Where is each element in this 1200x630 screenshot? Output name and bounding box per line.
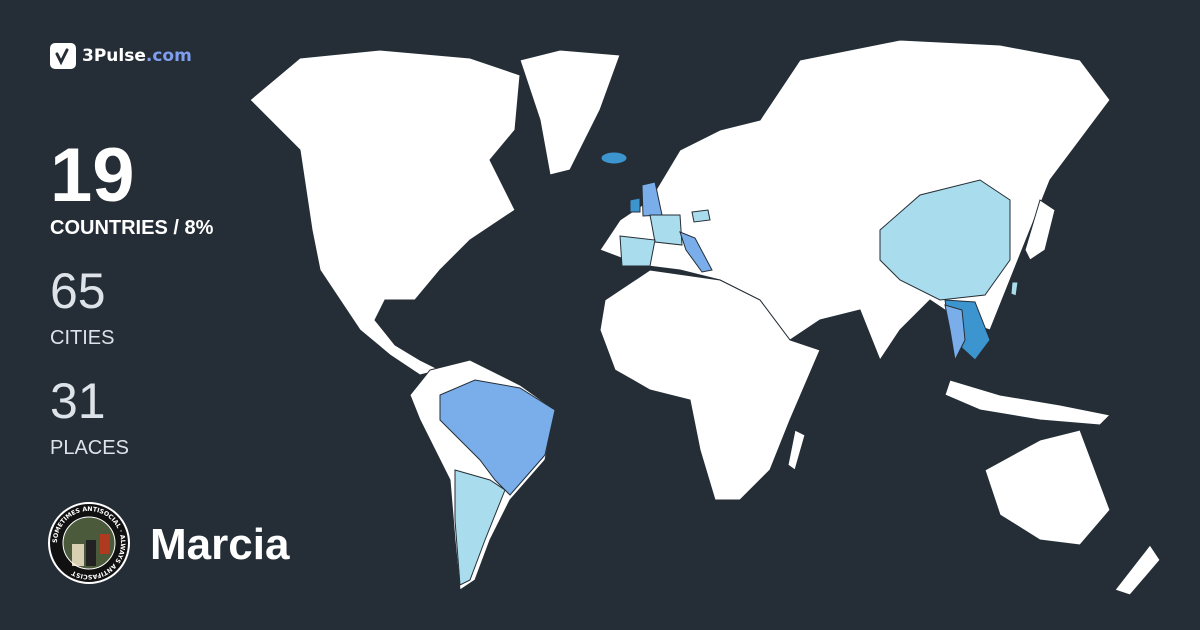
country-taiwan [1010,281,1019,297]
australia [984,429,1111,546]
country-italy [679,231,713,273]
places-count: 31 [50,373,106,429]
north-america [249,49,521,376]
new-zealand [1114,544,1161,596]
japan [1024,199,1056,261]
avatar: SOMETIMES ANTISOCIAL · ALWAYS ANTIFASCIS… [48,502,130,584]
cities-count: 65 [50,263,106,319]
countries-count: 19 [50,133,135,218]
brand-name: 3Pulse [82,46,146,66]
country-thailand [944,304,966,362]
brand-logo[interactable]: 3Pulse.com [50,43,192,69]
user-name: Marcia [150,520,290,569]
greenland [519,49,621,176]
country-france [649,214,683,246]
madagascar [787,429,806,471]
places-label: PLACES [50,437,129,459]
country-china [879,179,1011,301]
indonesia [944,379,1112,426]
country-brazil [439,379,556,496]
country-ireland [629,197,641,213]
country-czechia [691,209,711,223]
africa [599,269,821,501]
country-argentina [454,469,506,586]
cities-label: CITIES [50,327,115,349]
country-iceland [600,151,628,165]
pulse-check-icon [50,43,76,69]
countries-label: COUNTRIES / 8% [50,217,214,239]
brand-domain: .com [145,46,192,66]
country-spain-portugal [619,235,656,267]
